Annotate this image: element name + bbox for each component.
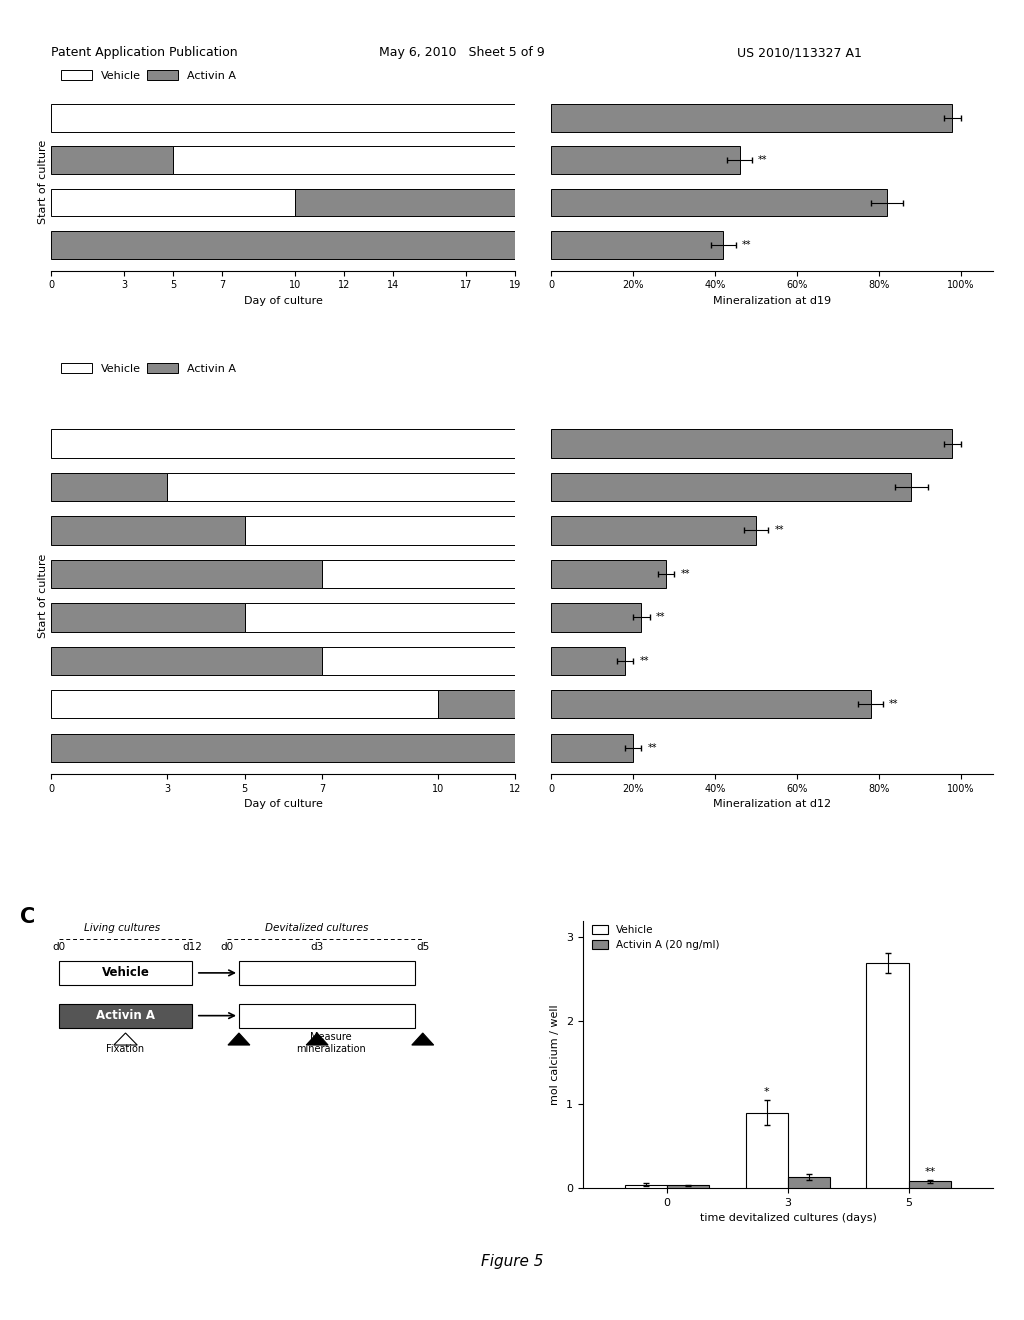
Text: **: ** — [925, 1167, 936, 1176]
X-axis label: Mineralization at d19: Mineralization at d19 — [714, 296, 831, 306]
Legend: Vehicle, Activin A: Vehicle, Activin A — [56, 66, 241, 86]
Polygon shape — [228, 1034, 250, 1045]
Text: d0: d0 — [220, 942, 233, 952]
Bar — [51, 104, 515, 132]
Bar — [239, 961, 415, 985]
Bar — [167, 473, 515, 502]
Text: Devitalized cultures: Devitalized cultures — [265, 924, 369, 933]
Bar — [551, 231, 723, 259]
Bar — [245, 516, 515, 545]
Text: d3: d3 — [310, 942, 324, 952]
Bar — [551, 104, 952, 132]
Text: d5: d5 — [416, 942, 429, 952]
Bar — [173, 147, 515, 174]
Bar — [51, 734, 515, 762]
X-axis label: Mineralization at d12: Mineralization at d12 — [714, 799, 831, 809]
Text: **: ** — [655, 612, 666, 623]
Text: d0: d0 — [52, 942, 66, 952]
Bar — [295, 189, 515, 216]
X-axis label: Day of culture: Day of culture — [244, 799, 323, 809]
Bar — [625, 1184, 668, 1188]
Bar — [59, 1003, 191, 1028]
Text: **: ** — [639, 656, 649, 665]
Text: **: ** — [741, 240, 752, 249]
Text: Measure
mineralization: Measure mineralization — [296, 1032, 366, 1053]
Bar — [239, 1003, 415, 1028]
Y-axis label: Start of culture: Start of culture — [39, 140, 48, 223]
Legend: Vehicle, Activin A (20 ng/ml): Vehicle, Activin A (20 ng/ml) — [588, 920, 724, 954]
Text: **: ** — [758, 156, 768, 165]
Text: Living cultures: Living cultures — [84, 924, 160, 933]
Legend: Vehicle, Activin A: Vehicle, Activin A — [56, 359, 241, 379]
Bar — [551, 147, 739, 174]
Bar — [51, 647, 322, 675]
Polygon shape — [114, 1034, 137, 1045]
Text: **: ** — [889, 700, 898, 709]
Bar — [51, 189, 295, 216]
Bar — [51, 147, 173, 174]
Text: **: ** — [774, 525, 784, 536]
Bar — [51, 516, 245, 545]
Text: **: ** — [647, 743, 657, 752]
Y-axis label: mol calcium / well: mol calcium / well — [550, 1005, 560, 1105]
Bar — [245, 603, 515, 631]
Bar — [51, 429, 515, 458]
Bar — [551, 560, 666, 587]
Bar — [745, 1113, 787, 1188]
Bar — [322, 647, 515, 675]
X-axis label: Day of culture: Day of culture — [244, 296, 323, 306]
Text: US 2010/113327 A1: US 2010/113327 A1 — [737, 46, 862, 59]
Text: C: C — [19, 907, 35, 928]
Bar — [438, 690, 515, 718]
Text: Patent Application Publication: Patent Application Publication — [51, 46, 238, 59]
Bar — [51, 473, 167, 502]
Bar — [322, 560, 515, 587]
Text: *: * — [764, 1088, 770, 1097]
Polygon shape — [412, 1034, 434, 1045]
Bar — [51, 560, 322, 587]
Y-axis label: Start of culture: Start of culture — [39, 553, 48, 638]
Bar — [551, 516, 756, 545]
Bar — [51, 231, 515, 259]
X-axis label: time devitalized cultures (days): time devitalized cultures (days) — [699, 1213, 877, 1224]
Text: Activin A: Activin A — [96, 1010, 155, 1022]
Bar — [51, 603, 245, 631]
Bar — [51, 690, 438, 718]
Text: Figure 5: Figure 5 — [480, 1254, 544, 1269]
Text: Vehicle: Vehicle — [101, 966, 150, 979]
Bar — [551, 429, 952, 458]
Text: May 6, 2010   Sheet 5 of 9: May 6, 2010 Sheet 5 of 9 — [379, 46, 545, 59]
Bar — [551, 647, 625, 675]
Bar — [866, 962, 908, 1188]
Bar — [551, 734, 633, 762]
Text: Fixation: Fixation — [106, 1044, 144, 1053]
Text: d12: d12 — [182, 942, 202, 952]
Bar — [908, 1181, 951, 1188]
Bar — [668, 1185, 710, 1188]
Text: **: ** — [680, 569, 690, 579]
Bar — [59, 961, 191, 985]
Bar — [551, 603, 641, 631]
Polygon shape — [306, 1034, 328, 1045]
Bar — [551, 189, 887, 216]
Bar — [551, 473, 911, 502]
Bar — [787, 1177, 830, 1188]
Bar — [551, 690, 870, 718]
